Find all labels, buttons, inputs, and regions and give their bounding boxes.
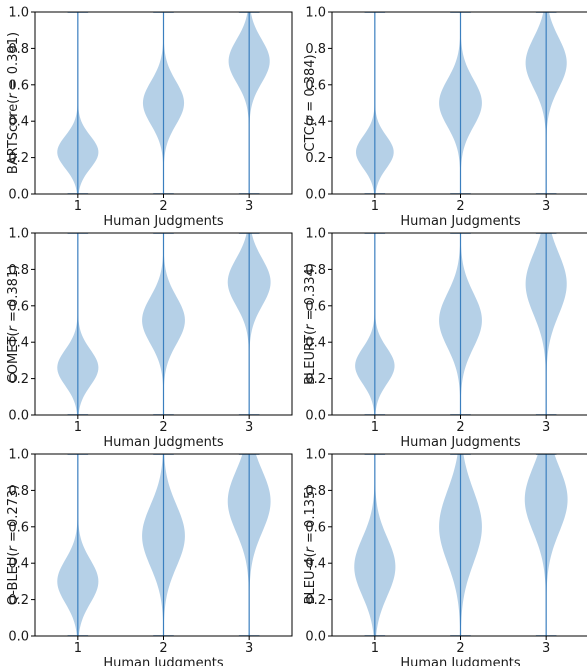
violins <box>57 454 271 636</box>
y-tick-label: 0.4 <box>305 115 326 130</box>
y-tick-label: 0.6 <box>8 299 29 314</box>
y-tick-label: 0.2 <box>305 372 326 387</box>
x-tick-label: 2 <box>456 641 464 656</box>
y-tick-label: 0.4 <box>8 115 29 130</box>
y-tick-label: 0.8 <box>8 263 29 278</box>
violin-panel-4: 0.0 0.2 0.4 0.6 0.8 1.0 1 2 3 Human Judgments BLEU… <box>303 227 587 450</box>
y-tick-label: 0.4 <box>8 557 29 572</box>
x-tick-label: 1 <box>371 641 379 656</box>
y-axis-label: Q-BLEU(r = 0.273) <box>6 485 21 606</box>
y-axis-label: BLEURT(r = 0.334) <box>303 263 318 385</box>
x-axis-label: Human Judgments <box>103 214 224 229</box>
y-tick-label: 1.0 <box>8 6 29 21</box>
x-axis-label: Human Judgments <box>103 435 224 450</box>
violins <box>355 233 567 415</box>
violin-panel-5: 0.0 0.2 0.4 0.6 0.8 1.0 1 2 3 Human Judgments Q-BL… <box>6 448 293 666</box>
x-tick-label: 1 <box>371 199 379 214</box>
y-tick-label: 0.2 <box>8 372 29 387</box>
x-tick-label: 3 <box>245 641 253 656</box>
y-tick-label: 1.0 <box>305 6 326 21</box>
violins <box>354 454 568 636</box>
y-tick-label: 0.0 <box>8 630 29 645</box>
violin-panel-2: 0.0 0.2 0.4 0.6 0.8 1.0 1 2 3 Human Judgments CTC(… <box>303 6 587 229</box>
y-tick-label: 0.4 <box>305 336 326 351</box>
y-tick-label: 0.8 <box>305 263 326 278</box>
y-tick-label: 1.0 <box>305 227 326 242</box>
x-tick-label: 2 <box>456 199 464 214</box>
x-tick-label: 3 <box>245 199 253 214</box>
y-axis-label: COMET(r = 0.381) <box>6 265 21 384</box>
x-tick-label: 2 <box>159 641 167 656</box>
y-tick-label: 0.2 <box>8 151 29 166</box>
y-tick-label: 0.4 <box>8 336 29 351</box>
violins <box>355 12 567 194</box>
y-tick-label: 1.0 <box>8 448 29 463</box>
x-tick-label: 1 <box>74 420 82 435</box>
y-tick-label: 0.2 <box>305 593 326 608</box>
violin-panel-1: 0.0 0.2 0.4 0.6 0.8 1.0 1 2 3 Human Judgments BART… <box>6 6 293 229</box>
y-tick-label: 0.6 <box>8 78 29 93</box>
y-axis-label: BARTScore(r = 0.391) <box>6 32 21 174</box>
y-tick-label: 0.6 <box>305 299 326 314</box>
x-tick-label: 2 <box>456 420 464 435</box>
y-tick-label: 0.8 <box>305 484 326 499</box>
x-tick-label: 1 <box>74 641 82 656</box>
y-tick-label: 0.6 <box>305 520 326 535</box>
y-tick-label: 0.8 <box>305 42 326 57</box>
violins <box>57 233 271 415</box>
y-tick-label: 0.2 <box>8 593 29 608</box>
violin-panel-3: 0.0 0.2 0.4 0.6 0.8 1.0 1 2 3 Human Judgments COME… <box>6 227 293 450</box>
x-axis-label: Human Judgments <box>400 435 521 450</box>
violins <box>57 12 270 194</box>
y-tick-label: 0.2 <box>305 151 326 166</box>
y-tick-label: 1.0 <box>8 227 29 242</box>
x-tick-label: 3 <box>542 641 550 656</box>
x-tick-label: 3 <box>542 420 550 435</box>
y-tick-label: 0.6 <box>305 78 326 93</box>
y-tick-label: 0.6 <box>8 520 29 535</box>
x-tick-label: 2 <box>159 420 167 435</box>
y-tick-label: 0.0 <box>305 409 326 424</box>
y-tick-label: 0.0 <box>305 630 326 645</box>
y-tick-label: 0.4 <box>305 557 326 572</box>
x-tick-label: 1 <box>74 199 82 214</box>
y-tick-label: 0.0 <box>8 409 29 424</box>
x-tick-label: 3 <box>245 420 253 435</box>
y-tick-label: 0.8 <box>8 484 29 499</box>
x-axis-label: Human Judgments <box>400 656 521 666</box>
y-tick-label: 0.8 <box>8 42 29 57</box>
y-axis-label: BLEU-4(r = 0.135) <box>303 486 318 605</box>
x-axis-label: Human Judgments <box>400 214 521 229</box>
y-tick-label: 0.0 <box>305 188 326 203</box>
y-tick-label: 1.0 <box>305 448 326 463</box>
violin-panel-6: 0.0 0.2 0.4 0.6 0.8 1.0 1 2 3 Human Judgments BLEU… <box>303 448 587 666</box>
x-tick-label: 2 <box>159 199 167 214</box>
y-axis-label: CTC(r = 0.384) <box>303 54 318 151</box>
x-tick-label: 3 <box>542 199 550 214</box>
x-tick-label: 1 <box>371 420 379 435</box>
y-tick-label: 0.0 <box>8 188 29 203</box>
x-axis-label: Human Judgments <box>103 656 224 666</box>
